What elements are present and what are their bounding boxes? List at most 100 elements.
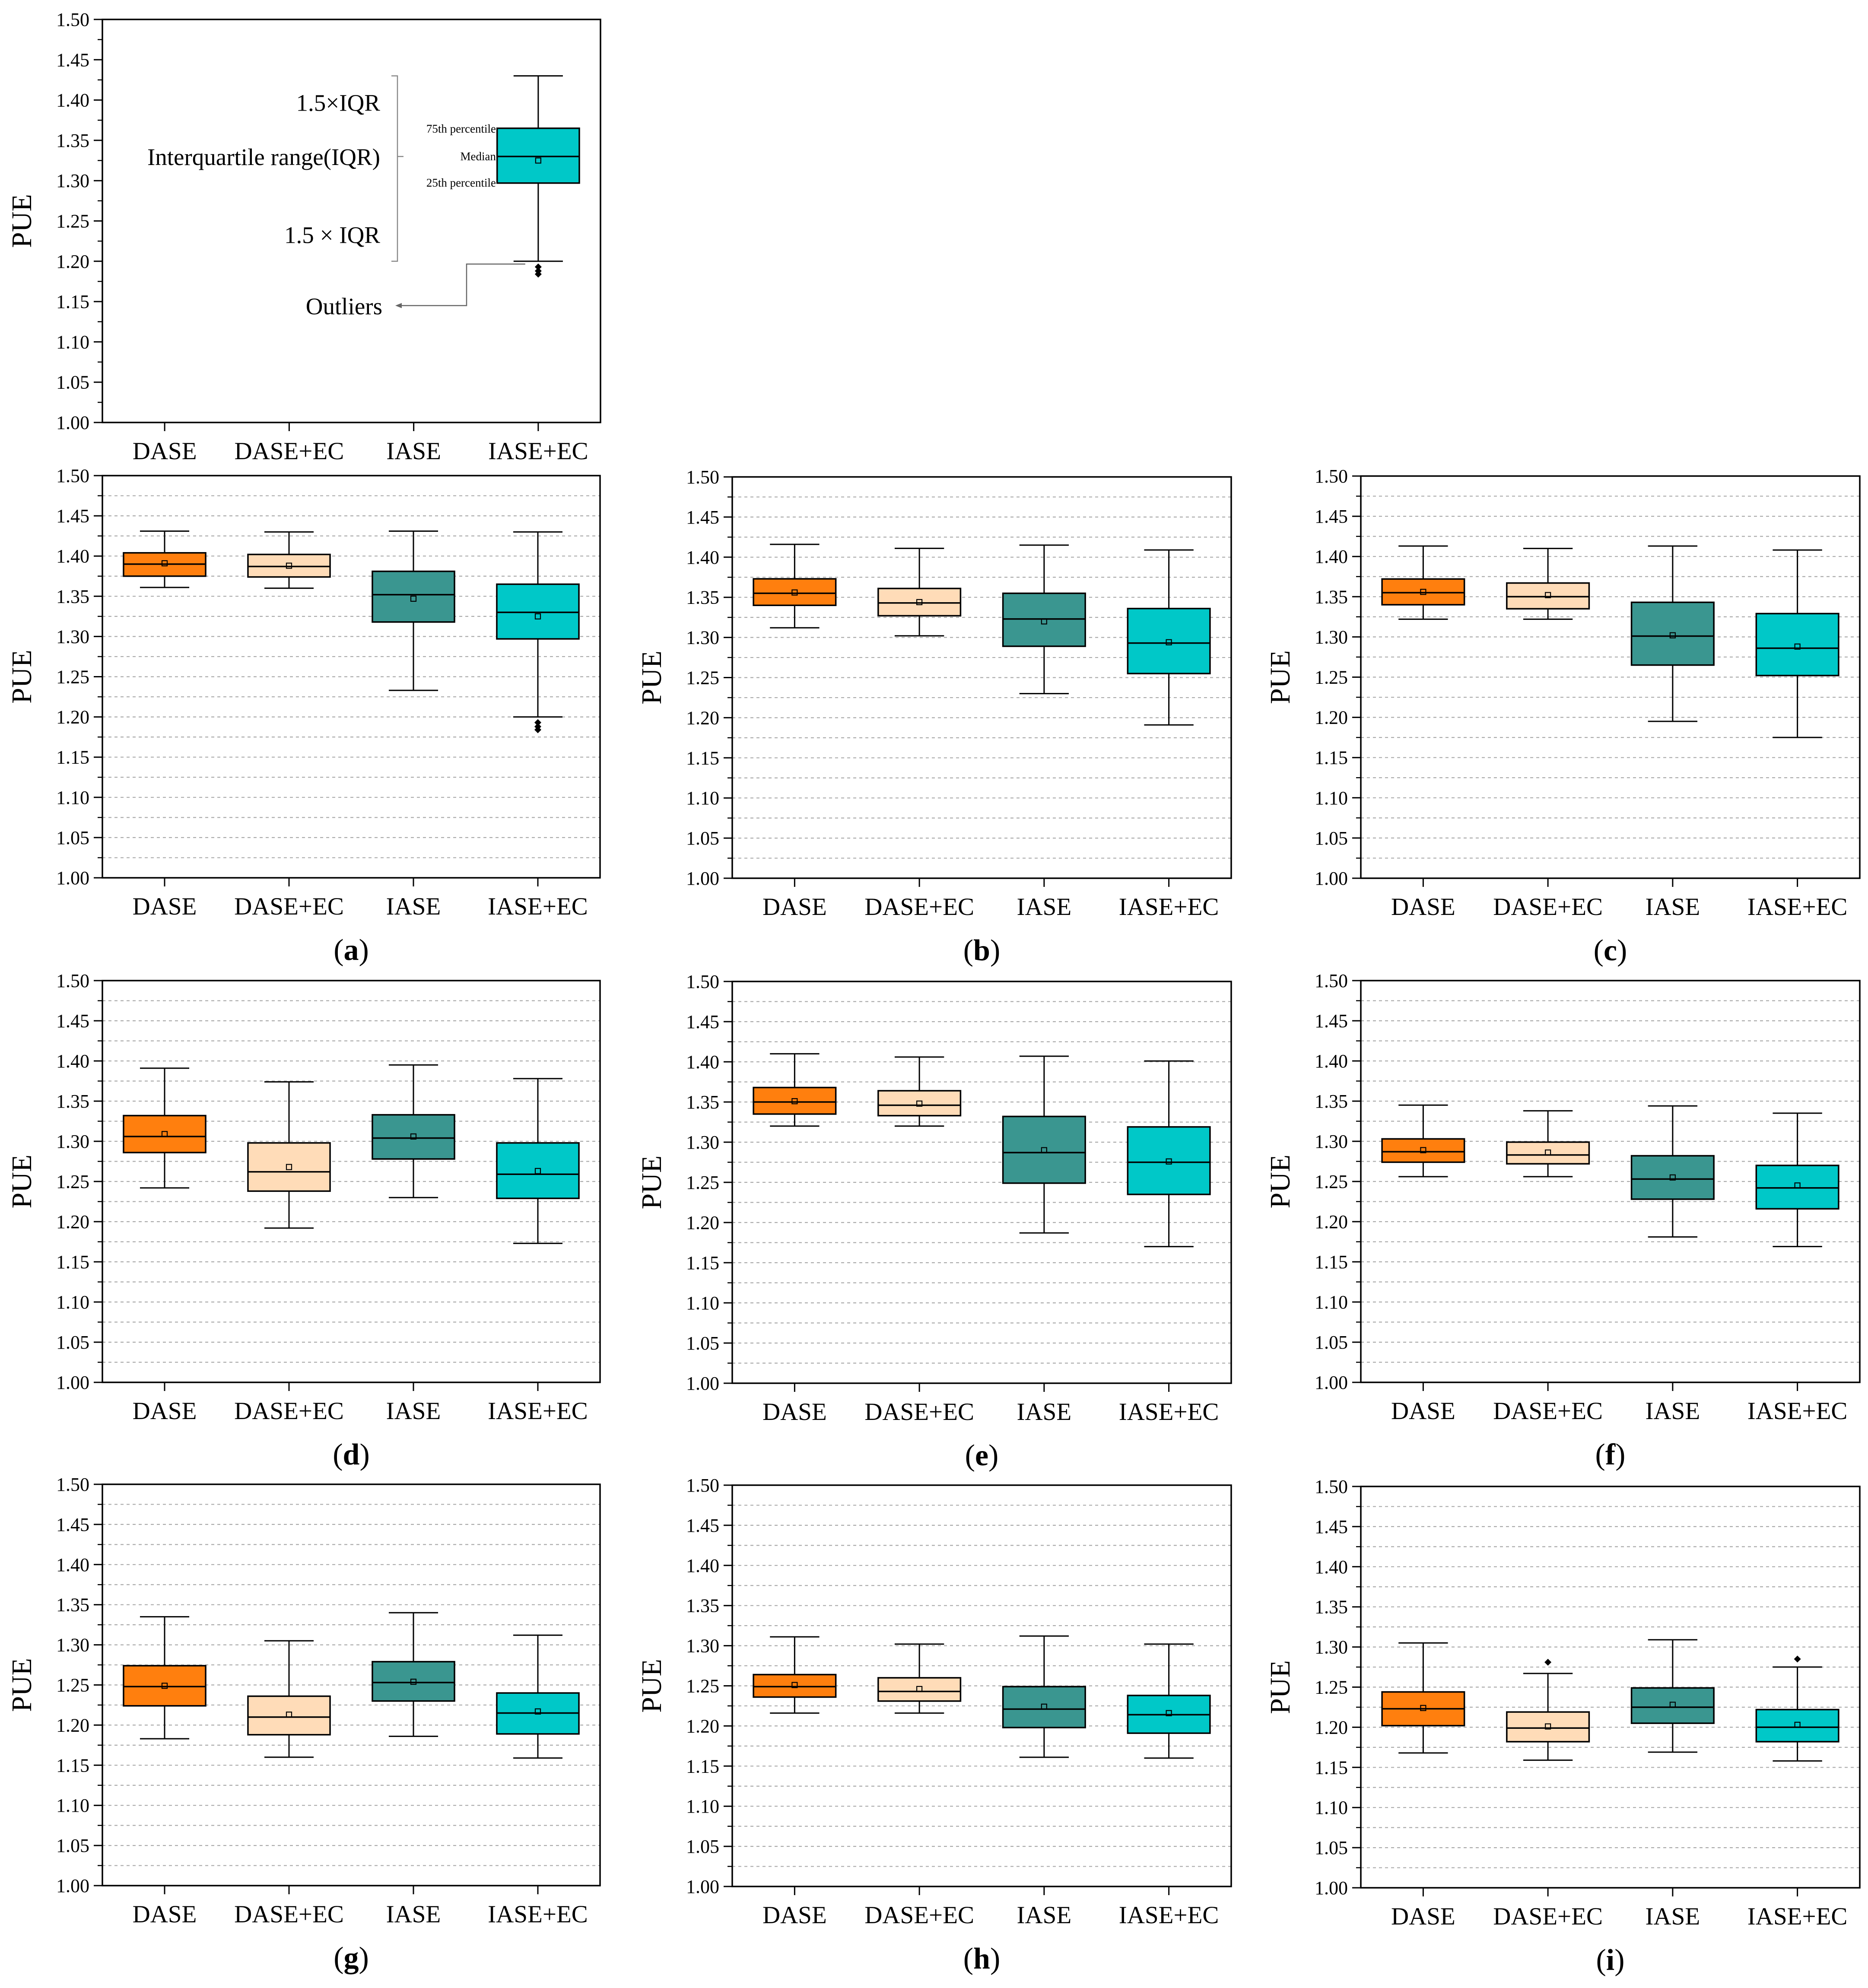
plot-frame [102, 19, 601, 423]
iqr-box [1127, 607, 1211, 674]
mean-marker [1420, 1705, 1426, 1711]
y-tick-label: 1.40 [56, 90, 89, 111]
x-tick-label: DASE+EC [234, 438, 344, 465]
outlier-marker [534, 719, 541, 726]
box-dase [753, 1636, 837, 1714]
panel-label: (g) [334, 1941, 369, 1975]
panel-label-letter: a [344, 934, 359, 967]
panel-label-letter: g [344, 1941, 359, 1975]
box-dase [1381, 545, 1465, 620]
panel-label-open-paren: ( [965, 1439, 975, 1472]
mean-marker [1166, 1710, 1172, 1716]
iqr-box [372, 570, 455, 623]
box-iase [372, 530, 455, 691]
x-tick-label: IASE+EC [1747, 1903, 1848, 1930]
panel-label-letter: b [973, 934, 990, 967]
x-tick-label: DASE [1391, 893, 1455, 921]
y-tick-label: 1.15 [1315, 1757, 1348, 1778]
box-iase-plus-ec [496, 75, 580, 278]
iqr-box [1506, 582, 1590, 610]
y-tick-label: 1.15 [686, 1252, 719, 1273]
chart-panel-i: 1.00 1.05 1.10 1.15 1.20 1.25 1.30 1.35 1.40 1.45… [1264, 1476, 1861, 1977]
y-tick-label: 1.25 [1315, 667, 1348, 688]
panel-label-close-paren: ) [359, 934, 369, 967]
panel-label-open-paren: ( [1595, 1438, 1605, 1471]
y-tick-label: 1.40 [56, 1554, 89, 1575]
box-iase [372, 1612, 455, 1737]
y-tick-label: 1.05 [686, 1836, 719, 1857]
iqr-box [877, 1090, 962, 1117]
panel-label-close-paren: ) [988, 1439, 998, 1472]
x-tick-label: IASE+EC [1747, 1397, 1848, 1425]
mean-marker [161, 560, 168, 567]
chart-panel-legend: 1.00 1.05 1.10 1.15 1.20 1.25 1.30 1.35 1.40 1.45… [6, 9, 601, 465]
y-tick-label: 1.45 [686, 1515, 719, 1536]
y-tick-label: 1.20 [1315, 1717, 1348, 1738]
chart-panel-f: 1.00 1.05 1.10 1.15 1.20 1.25 1.30 1.35 1.40 1.45… [1264, 970, 1861, 1471]
y-tick-label: 1.30 [1315, 1637, 1348, 1658]
y-tick-label: 1.20 [686, 1715, 719, 1737]
panel-label-letter: c [1604, 934, 1617, 967]
annotation-iqr: Interquartile range(IQR) [147, 144, 380, 170]
y-tick-label: 1.50 [56, 970, 89, 991]
box-iase-plus-ec [1755, 1112, 1839, 1248]
x-tick-label: IASE+EC [1119, 893, 1219, 921]
x-tick-label: DASE+EC [234, 893, 344, 920]
mean-marker [791, 1682, 798, 1688]
y-tick-label: 1.50 [686, 467, 719, 488]
iqr-box [123, 1665, 206, 1707]
y-tick-label: 1.05 [686, 828, 719, 849]
y-tick-label: 1.15 [686, 1756, 719, 1777]
iqr-box [1506, 1141, 1590, 1165]
y-tick-label: 1.20 [1315, 707, 1348, 728]
panel-label-open-paren: ( [333, 1438, 343, 1471]
panel-label-open-paren: ( [963, 934, 973, 967]
iqr-box [372, 1661, 455, 1702]
iqr-box [1506, 1711, 1590, 1743]
iqr-box [1002, 1115, 1086, 1184]
panel-label-close-paren: ) [1614, 1944, 1624, 1977]
y-tick-label: 1.25 [56, 1171, 89, 1192]
y-tick-label: 1.25 [56, 1675, 89, 1696]
y-tick-label: 1.30 [686, 627, 719, 648]
x-tick-label: DASE+EC [864, 893, 974, 921]
iqr-box [1630, 1687, 1715, 1724]
y-tick-label: 1.45 [686, 507, 719, 528]
y-tick-label: 1.40 [56, 546, 89, 567]
y-axis-title: PUE [6, 194, 38, 248]
y-tick-label: 1.35 [56, 130, 89, 151]
mean-marker [1794, 643, 1801, 650]
box-dase [123, 1616, 206, 1740]
y-tick-label: 1.00 [56, 412, 89, 433]
box-dase-plus-ec [247, 1081, 331, 1229]
iqr-box [247, 1142, 331, 1192]
panel-label: (i) [1596, 1944, 1624, 1977]
iqr-box [753, 1086, 837, 1115]
x-tick-label: DASE [133, 438, 197, 465]
panel-label: (c) [1594, 934, 1627, 967]
panel-label-close-paren: ) [359, 1941, 369, 1975]
panel-label: (h) [963, 1942, 1001, 1975]
y-tick-label: 1.25 [686, 667, 719, 689]
x-tick-label: DASE [133, 893, 197, 920]
y-tick-label: 1.15 [56, 291, 89, 312]
y-axis-title: PUE [6, 650, 38, 704]
box-iase-plus-ec [1127, 1060, 1211, 1248]
y-axis-title: PUE [636, 1156, 667, 1210]
y-tick-label: 1.20 [56, 1715, 89, 1736]
panel-label-open-paren: ( [334, 1941, 343, 1975]
y-axis-title: PUE [636, 1659, 667, 1713]
y-tick-label: 1.05 [1315, 828, 1348, 849]
y-tick-label: 1.35 [686, 587, 719, 608]
mean-marker [286, 562, 292, 569]
box-dase [1381, 1104, 1465, 1178]
y-tick-label: 1.40 [56, 1051, 89, 1072]
mean-marker [534, 1168, 541, 1174]
box-iase-plus-ec [496, 1078, 580, 1244]
y-tick-label: 1.30 [56, 170, 89, 191]
mean-marker [1545, 592, 1551, 598]
x-tick-label: IASE [386, 1397, 441, 1425]
panel-label: (a) [334, 934, 369, 967]
x-tick-label: DASE+EC [1493, 893, 1603, 921]
panel-label-close-paren: ) [1617, 934, 1627, 967]
